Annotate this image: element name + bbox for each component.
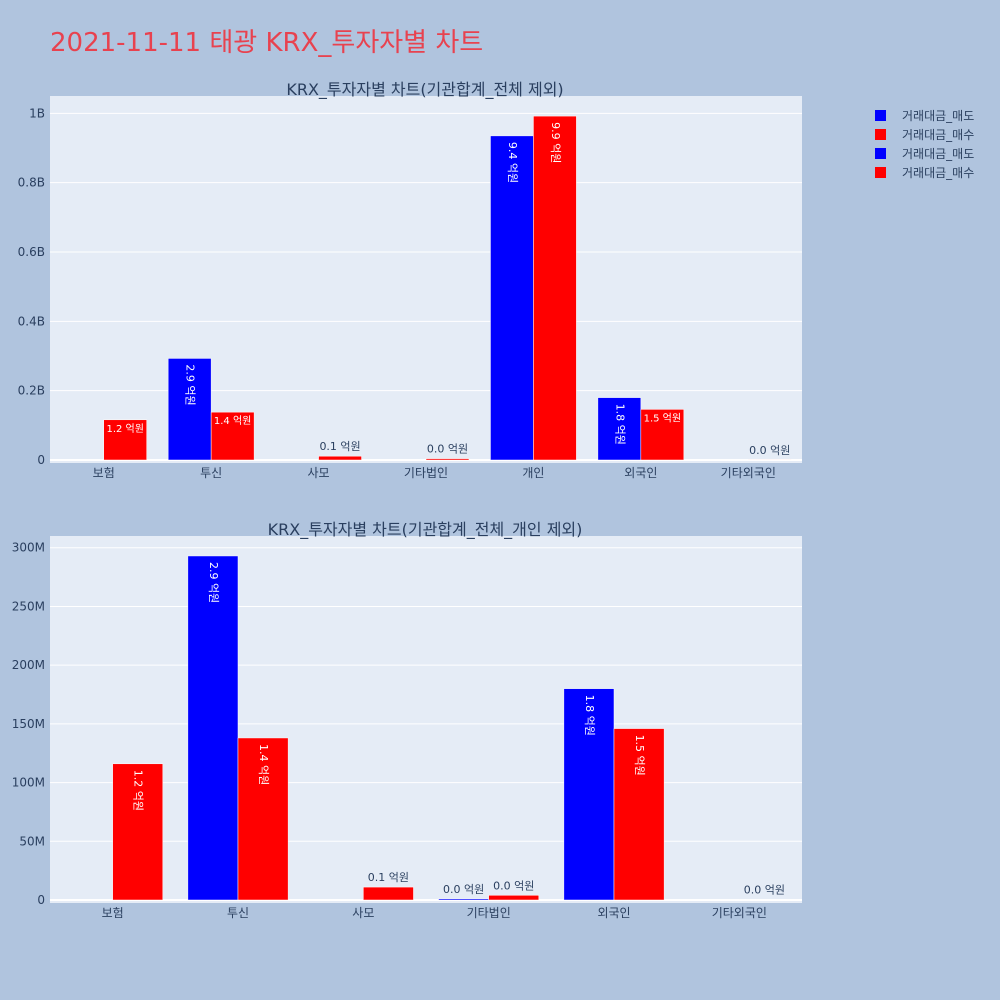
y-tick-label: 100M [12,776,45,790]
y-tick-label: 300M [12,541,45,555]
data-label: 1.4 억원 [214,415,251,427]
y-tick-label: 1B [29,106,45,120]
x-tick-label: 기타법인 [467,906,511,920]
bar [210,411,255,461]
bar [237,737,289,901]
bar [490,135,534,461]
bar [425,458,470,461]
bar [187,555,239,901]
data-label: 0.0 억원 [443,883,484,896]
y-tick-label: 0.2B [18,384,45,398]
x-tick-label: 개인 [522,466,544,480]
x-tick-label: 보험 [102,906,124,920]
x-tick-label: 외국인 [597,906,630,920]
y-tick-label: 0 [37,893,45,907]
data-label: 0.0 억원 [493,879,534,892]
data-label: 2.9 억원 [184,364,197,405]
y-tick-label: 0.4B [18,314,45,328]
data-label: 1.5 억원 [633,735,646,776]
x-tick-label: 기타외국인 [721,466,776,480]
data-label: 1.8 억원 [583,695,596,736]
bar [318,455,362,461]
bar [640,409,685,461]
bar [438,898,489,901]
x-tick-label: 외국인 [624,466,657,480]
bar [112,763,164,901]
legend-swatch [875,167,886,178]
legend-label: 거래대금_매수 [902,128,975,142]
x-tick-label: 사모 [308,466,330,480]
y-tick-label: 200M [12,658,45,672]
chart-title: KRX_투자자별 차트(기관합계_전체_개인 제외) [268,520,583,540]
x-tick-label: 투신 [227,906,249,920]
page-title: 2021-11-11 태광 KRX_투자자별 차트 [50,28,484,58]
chart-title: KRX_투자자별 차트(기관합계_전체 제외) [286,80,563,100]
bar [363,886,414,901]
plot-area [50,96,802,463]
legend-label: 거래대금_매수 [902,166,975,180]
bar [597,397,642,461]
data-label: 0.0 억원 [744,884,785,897]
data-label: 1.4 억원 [257,744,270,785]
legend-item[interactable]: 거래대금_매도 [875,144,974,163]
y-tick-label: 0.8B [18,176,45,190]
legend-swatch [875,110,886,121]
data-label: 1.2 억원 [106,423,143,435]
y-tick-label: 250M [12,599,45,613]
legend-swatch [875,148,886,159]
plot-area [50,536,802,903]
legend-item[interactable]: 거래대금_매수 [875,163,974,182]
bar [167,358,212,461]
bar [613,728,665,901]
x-tick-label: 보험 [93,466,115,480]
data-label: 0.0 억원 [427,443,468,456]
data-label: 1.2 억원 [132,770,145,811]
y-tick-label: 0 [37,453,45,467]
legend-item[interactable]: 거래대금_매수 [875,125,974,144]
legend-label: 거래대금_매도 [902,109,975,123]
x-tick-label: 투신 [200,466,222,480]
x-tick-label: 사모 [352,906,374,920]
data-label: 1.5 억원 [644,412,681,424]
data-label: 2.9 억원 [207,562,220,603]
legend-item[interactable]: 거래대금_매도 [875,106,974,125]
bar [103,419,147,461]
legend-swatch [875,129,886,140]
bar [533,115,577,461]
data-label: 9.4 억원 [506,142,519,183]
bar [563,688,615,901]
y-tick-label: 50M [19,834,45,848]
legend-label: 거래대금_매도 [902,147,975,161]
x-tick-label: 기타외국인 [712,906,767,920]
data-label: 9.9 억원 [549,122,562,163]
bar [488,895,540,901]
legend: 거래대금_매도 거래대금_매수 거래대금_매도 거래대금_매수 [875,106,974,182]
data-label: 1.8 억원 [613,404,626,445]
data-label: 0.0 억원 [749,444,790,457]
data-label: 0.1 억원 [319,440,360,453]
y-tick-label: 150M [12,717,45,731]
y-tick-label: 0.6B [18,245,45,259]
data-label: 0.1 억원 [368,871,409,884]
x-tick-label: 기타법인 [404,466,448,480]
